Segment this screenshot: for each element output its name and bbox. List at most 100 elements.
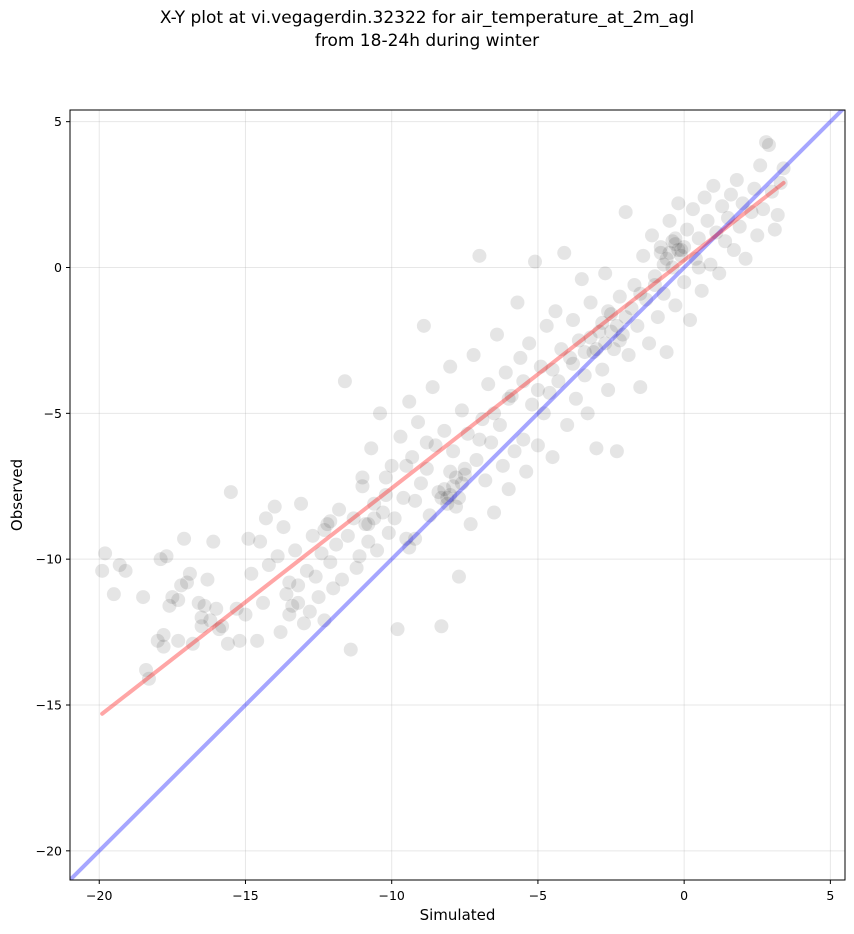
data-point [443,464,458,479]
data-point [735,196,750,211]
data-point [767,222,782,237]
data-point [492,418,507,432]
data-point [282,575,297,590]
data-point [487,505,502,520]
data-point [609,318,624,333]
data-point [434,619,449,634]
data-point [343,642,358,657]
y-tick-label: −5 [44,406,62,421]
data-point [454,476,469,491]
data-point [258,511,273,526]
data-point [355,470,370,485]
x-tick-label: 5 [826,888,834,903]
data-point [182,566,197,581]
data-point [683,313,697,327]
scatter-points [95,135,791,686]
data-point [764,184,779,199]
axis-ticks: −20 −15 −10 −5 0 5 −20 −15 −10 −5 0 5 [36,114,835,903]
data-point [408,493,423,508]
data-point [440,490,455,505]
data-point [419,461,434,476]
data-point [139,663,154,677]
data-point [598,266,613,281]
data-point [332,502,347,517]
data-point [288,543,303,558]
data-point [577,345,592,360]
data-point [390,622,405,637]
data-point [463,517,478,532]
x-tick-label: 0 [680,888,688,903]
data-point [481,377,496,392]
data-point [370,543,385,558]
data-point [580,406,595,421]
data-point [273,625,288,640]
data-point [162,598,177,613]
data-point [451,569,466,584]
grid-lines [70,110,845,880]
data-point [665,234,680,249]
data-point [361,517,376,532]
data-point [507,444,522,459]
data-point [440,496,455,511]
data-point [399,531,414,546]
data-point [744,205,759,220]
data-point [726,243,741,257]
data-point [291,578,306,593]
data-point [206,534,221,549]
data-point [674,248,689,263]
data-point [194,619,209,634]
data-point [95,563,110,578]
data-point [709,225,724,240]
data-point [680,222,695,237]
data-point [431,485,446,500]
data-point [416,318,431,333]
data-point [604,324,619,339]
data-point [340,528,355,543]
data-point [174,578,189,593]
data-point [361,534,376,549]
data-point [405,450,420,465]
data-point [220,636,235,651]
data-point [253,534,268,549]
data-point [223,485,238,500]
data-point [460,426,475,441]
data-point [642,336,657,351]
data-point [454,403,469,418]
x-axis-label: Simulated [420,906,496,924]
data-point [261,558,276,572]
y-axis-label: Observed [8,459,26,531]
data-point [568,391,583,406]
data-point [314,546,329,561]
data-point [203,613,218,628]
data-point [770,208,785,222]
data-point [434,490,449,505]
data-point [311,590,326,605]
data-point [647,278,662,292]
data-point [191,595,206,610]
data-point [530,383,545,397]
data-point [674,243,689,257]
data-point [662,213,677,228]
data-point [185,636,200,651]
data-point [179,575,194,590]
data-point [408,531,423,546]
data-point [691,260,706,275]
data-point [498,365,513,380]
data-point [153,552,168,567]
y-tick-label: −15 [36,698,62,713]
data-point [279,587,294,602]
data-point [586,345,601,360]
data-point [501,482,516,497]
data-point [697,190,712,205]
data-point [381,525,396,540]
data-point [156,628,171,642]
data-point [656,257,671,272]
data-point [469,453,484,467]
data-point [437,423,452,438]
data-point [428,438,443,453]
data-point [557,245,572,260]
data-point [668,298,683,313]
data-point [98,546,113,561]
data-point [334,572,349,587]
data-point [606,342,621,357]
